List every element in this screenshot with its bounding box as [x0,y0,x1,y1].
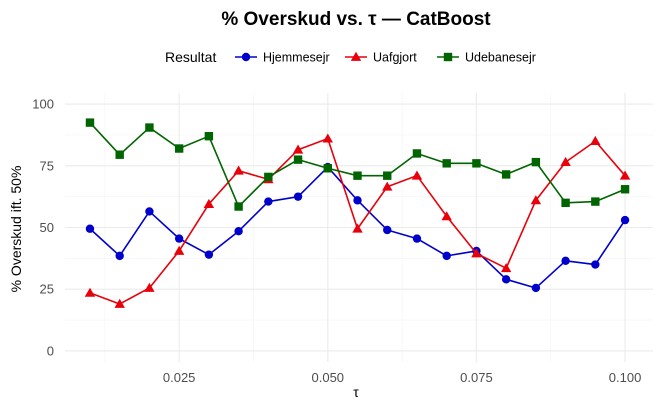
legend-marker [350,51,362,61]
legend: Resultat Hjemmesejr Uafgjort Udebanesejr [165,49,536,65]
series-layer [84,118,631,308]
data-point [293,192,303,201]
x-tick-label: 0.050 [312,370,345,385]
data-point [353,196,362,205]
axes: 0.025 0.050 0.075 0.100 0 25 50 75 100 [32,97,641,385]
data-point [501,170,511,179]
data-point [264,197,273,206]
data-point [85,118,95,127]
data-point [501,275,511,284]
series-udebanesejr [85,118,630,211]
y-tick-label: 50 [40,220,54,235]
data-point [234,202,243,211]
y-axis-title: % Overskud ift. 50% [8,166,24,293]
legend-title: Resultat [165,49,216,65]
legend-label: Uafgjort [373,51,417,65]
x-tick-label: 0.075 [460,370,493,385]
data-point [114,298,125,308]
data-point [441,211,452,221]
data-point [442,159,451,168]
data-point [144,282,155,292]
data-point [85,224,95,233]
data-point [472,159,481,168]
data-point [233,165,244,175]
data-point [323,164,332,173]
series-hjemmesejr [85,162,630,293]
y-tick-label: 100 [32,97,54,112]
data-point [145,123,154,132]
data-point [84,287,96,297]
data-point [561,198,570,208]
data-point [203,198,215,208]
data-point [382,181,393,191]
data-point [115,150,124,159]
data-point [353,171,362,180]
legend-marker [443,52,453,62]
data-point [411,170,423,180]
legend-label: Hjemmesejr [263,51,330,65]
data-point [561,256,570,266]
data-point [383,171,392,180]
data-point [619,170,631,180]
data-point [560,156,571,167]
data-point [591,260,600,269]
data-point [204,250,214,259]
data-point [471,248,482,258]
legend-item-udebanesejr: Udebanesejr [437,51,536,65]
data-point [442,251,451,261]
data-point [234,227,243,236]
legend-label: Udebanesejr [465,51,536,65]
data-point [591,197,600,206]
data-point [174,144,184,153]
legend-marker [241,52,251,62]
data-point [531,283,541,293]
legend-item-hjemmesejr: Hjemmesejr [235,51,330,65]
data-point [264,172,273,182]
y-tick-label: 25 [40,282,54,297]
data-point [352,223,363,233]
data-point [173,245,185,255]
data-point [620,215,630,225]
data-point [145,207,154,216]
x-tick-label: 0.025 [163,370,196,385]
data-point [383,225,392,235]
y-tick-label: 0 [47,343,54,358]
data-point [115,251,124,261]
data-point [590,135,601,146]
data-point [292,144,304,154]
data-point [620,185,630,194]
data-point [322,133,333,143]
data-point [293,155,303,164]
legend-item-uafgjort: Uafgjort [345,51,417,65]
data-point [204,131,214,141]
data-point [412,149,422,158]
data-point [412,234,422,243]
data-point [500,263,512,273]
data-point [530,195,542,205]
data-point [174,234,184,243]
chart-title: % Overskud vs. τ — CatBoost [221,9,491,30]
x-axis-title: τ [353,384,359,400]
y-tick-label: 75 [40,158,54,173]
data-point [531,157,541,167]
x-tick-label: 0.100 [609,370,642,385]
